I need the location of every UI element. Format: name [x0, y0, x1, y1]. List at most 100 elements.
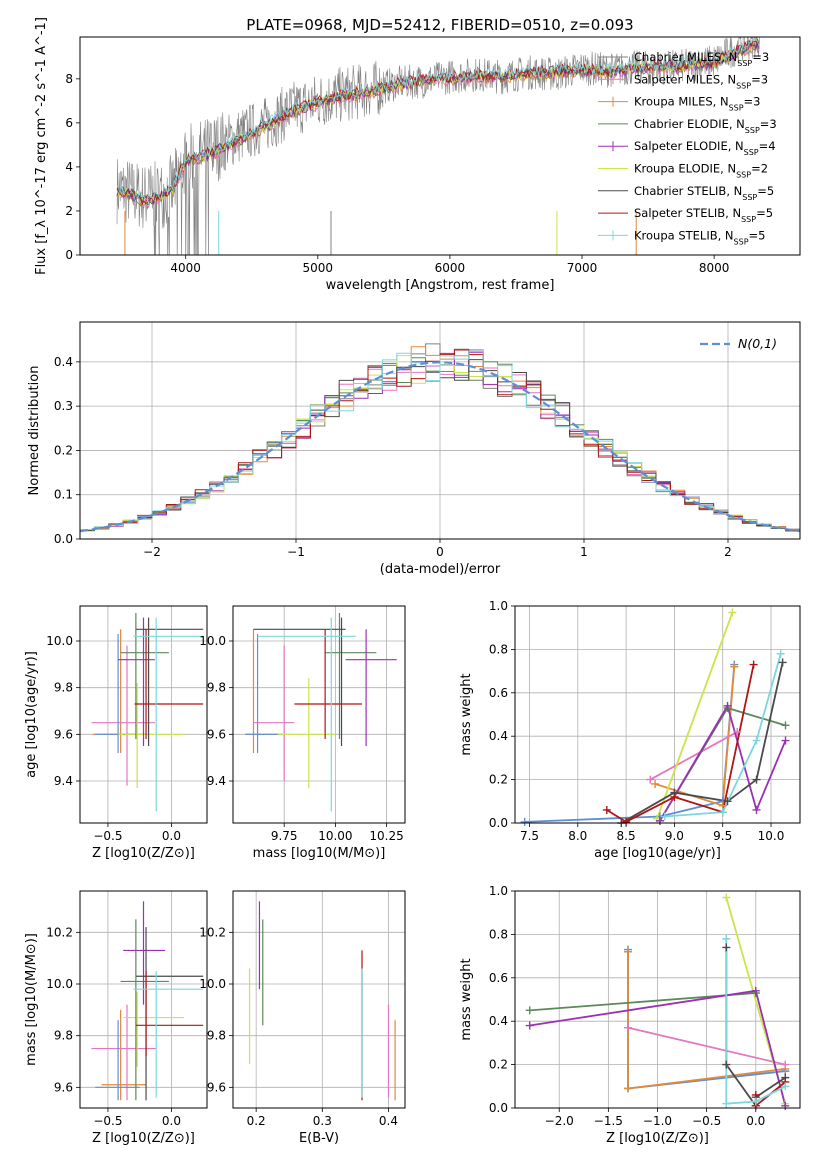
- y-tick-label: 9.8: [54, 681, 73, 695]
- y-tick-label: 0: [65, 248, 73, 262]
- axes-frame: [79, 321, 801, 540]
- y-tick-label: 0.2: [489, 773, 508, 787]
- series-line: [725, 938, 786, 1105]
- y-tick-label: 0.8: [489, 927, 508, 941]
- y-tick-label: 6: [65, 116, 73, 130]
- series-point: [660, 812, 669, 821]
- y-tick-label: 10.0: [199, 977, 226, 991]
- y-tick-label: 9.8: [207, 681, 226, 695]
- legend-value: =3: [751, 72, 768, 86]
- y-tick-label: 9.4: [54, 774, 73, 788]
- x-tick-label: 0: [436, 545, 444, 559]
- x-tick-label: 0.0: [162, 829, 181, 843]
- y-axis-label: Flux [f_λ 10^-17 erg cm^-2 s^-1 A^-1]: [34, 17, 49, 275]
- spectrum-model-line: [116, 38, 760, 201]
- y-tick-label: 0.2: [489, 1058, 508, 1072]
- legend: Chabrier MILES, NSSP=3 Salpeter MILES, NS…: [598, 50, 777, 246]
- x-axis-label: Z [log10(Z/Z⊙)]: [606, 1131, 709, 1146]
- x-axis-label: wavelength [Angstrom, rest frame]: [326, 278, 555, 293]
- series-point: [730, 662, 739, 671]
- y-tick-label: 0.8: [489, 642, 508, 656]
- legend-label: Chabrier MILES, NSSP=3: [634, 50, 769, 68]
- axes-frame: [79, 890, 208, 1109]
- y-tick-label: 0.0: [489, 816, 508, 830]
- legend-label: Kroupa STELIB, NSSP=5: [634, 228, 765, 246]
- legend-subscript: SSP: [734, 237, 749, 246]
- legend-value: =4: [759, 139, 776, 153]
- x-tick-label: 0.0: [746, 1114, 765, 1128]
- y-tick-label: 9.6: [54, 727, 73, 741]
- legend-subscript: SSP: [736, 170, 751, 179]
- series-point: [624, 1023, 633, 1032]
- series-point: [722, 943, 731, 952]
- legend-value: =3: [752, 50, 769, 64]
- series-point: [624, 1084, 633, 1093]
- axes-frame: [514, 605, 801, 824]
- plot-area: [116, 37, 760, 255]
- series-point: [622, 817, 631, 826]
- x-tick-label: 0.0: [162, 1114, 181, 1128]
- series-point: [752, 775, 761, 784]
- series-point: [781, 1060, 790, 1069]
- y-tick-label: 0.2: [54, 443, 73, 457]
- series-point: [728, 608, 737, 617]
- y-axis-label: Normed distribution: [27, 366, 42, 496]
- plot-area: [80, 891, 207, 1108]
- y-axis-label: age [log10(age/yr)]: [24, 651, 39, 778]
- legend-label: N(0,1): [738, 336, 777, 351]
- axes-frame: [232, 605, 406, 824]
- x-tick-label: 9.5: [713, 829, 732, 843]
- x-tick-label: 9.75: [271, 829, 298, 843]
- y-tick-label: 9.6: [207, 727, 226, 741]
- x-axis-label: E(B-V): [299, 1131, 339, 1146]
- y-axis-label: mass [log10(M/M⊙)]: [24, 933, 39, 1066]
- x-tick-label: −2: [143, 545, 161, 559]
- series-line: [627, 1026, 786, 1066]
- legend-label: Chabrier STELIB, NSSP=5: [634, 184, 774, 202]
- y-axis-label: mass weight: [459, 673, 474, 755]
- plot-area: [80, 606, 207, 823]
- y-tick-label: 0.3: [54, 399, 73, 413]
- y-tick-label: 0.4: [489, 1014, 508, 1028]
- chart-age_vs_Z: −0.5 0.0 9.4 9.6 9.8 10.0 Z [log10(Z/Z⊙)] age […: [24, 605, 208, 861]
- legend-label: Salpeter STELIB, NSSP=5: [634, 206, 773, 224]
- series-point: [781, 1082, 790, 1091]
- series-point: [751, 986, 760, 995]
- y-tick-label: 10.2: [199, 925, 226, 939]
- legend-subscript: SSP: [737, 59, 752, 68]
- series-point: [602, 805, 611, 814]
- x-tick-label: 4000: [170, 261, 201, 275]
- legend-value: =3: [744, 95, 761, 109]
- y-tick-label: 9.8: [207, 1029, 226, 1043]
- residual-histogram: [80, 350, 800, 531]
- legend-value: =5: [756, 206, 773, 220]
- chart-mass_vs_Z: −0.5 0.0 9.6 9.8 10.0 10.2 Z [log10(Z/Z⊙)] mass…: [24, 890, 208, 1146]
- x-tick-label: −0.5: [93, 829, 122, 843]
- series-point: [651, 779, 660, 788]
- legend-value: =2: [751, 162, 768, 176]
- y-tick-label: 0.6: [489, 971, 508, 985]
- series-point: [749, 660, 758, 669]
- y-tick-label: 9.6: [54, 1080, 73, 1094]
- normal-curve: [80, 361, 800, 533]
- x-tick-label: 10.0: [758, 829, 785, 843]
- chart-residuals: −2 −1 0 1 2 0.0 0.1 0.2 0.3 0.4 (data-model)/error…: [27, 321, 801, 577]
- series-point: [776, 649, 785, 658]
- legend: N(0,1): [700, 336, 777, 351]
- legend-label: Salpeter ELODIE, NSSP=4: [634, 139, 776, 157]
- series-point: [722, 1099, 731, 1108]
- x-tick-label: −1.5: [594, 1114, 623, 1128]
- series-line: [664, 653, 782, 818]
- series-point: [722, 893, 731, 902]
- series-point: [778, 658, 787, 667]
- legend-label: Kroupa ELODIE, NSSP=2: [634, 162, 768, 180]
- x-tick-label: 1: [580, 545, 588, 559]
- chart-spectrum: 4000 5000 6000 7000 8000 0 2 4 6 8 wavelength [Ang…: [34, 17, 801, 293]
- x-tick-label: −0.5: [93, 1114, 122, 1128]
- series-point: [781, 721, 790, 730]
- y-tick-label: 0.4: [489, 729, 508, 743]
- axes-frame: [79, 36, 801, 256]
- x-tick-label: −1: [287, 545, 305, 559]
- series-point: [752, 736, 761, 745]
- legend-label: Salpeter MILES, NSSP=3: [634, 72, 768, 90]
